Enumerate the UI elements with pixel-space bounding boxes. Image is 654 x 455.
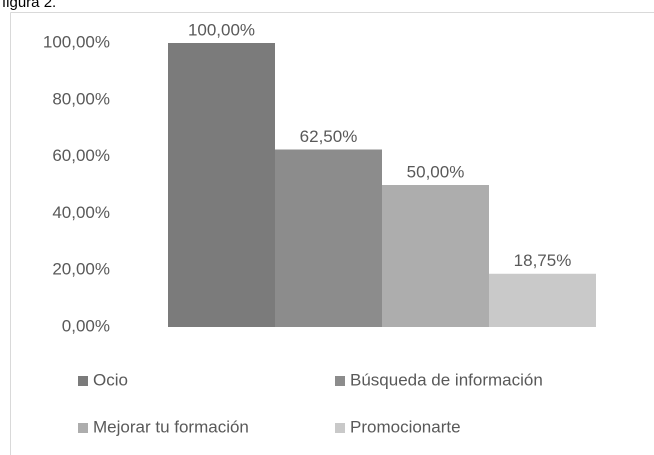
legend-swatch (78, 423, 88, 433)
legend-label: Búsqueda de información (350, 370, 543, 389)
bar (382, 185, 489, 327)
y-tick-label: 40,00% (52, 203, 110, 222)
legend-swatch (78, 376, 88, 386)
value-label: 62,50% (300, 127, 358, 146)
y-tick-label: 60,00% (52, 146, 110, 165)
y-tick-label: 100,00% (43, 32, 110, 51)
legend-label: Mejorar tu formación (93, 417, 249, 436)
legend-swatch (335, 376, 345, 386)
y-tick-label: 0,00% (62, 316, 110, 335)
bar (489, 273, 596, 327)
value-label: 50,00% (407, 162, 465, 181)
bar (275, 149, 382, 327)
legend-label: Ocio (93, 370, 128, 389)
bar (168, 43, 275, 327)
legend-swatch (335, 423, 345, 433)
caption: figura 2. (2, 0, 56, 11)
legend-label: Promocionarte (350, 417, 461, 436)
y-tick-label: 80,00% (52, 89, 110, 108)
value-label: 18,75% (514, 251, 572, 270)
value-label: 100,00% (188, 20, 255, 39)
y-tick-label: 20,00% (52, 260, 110, 279)
